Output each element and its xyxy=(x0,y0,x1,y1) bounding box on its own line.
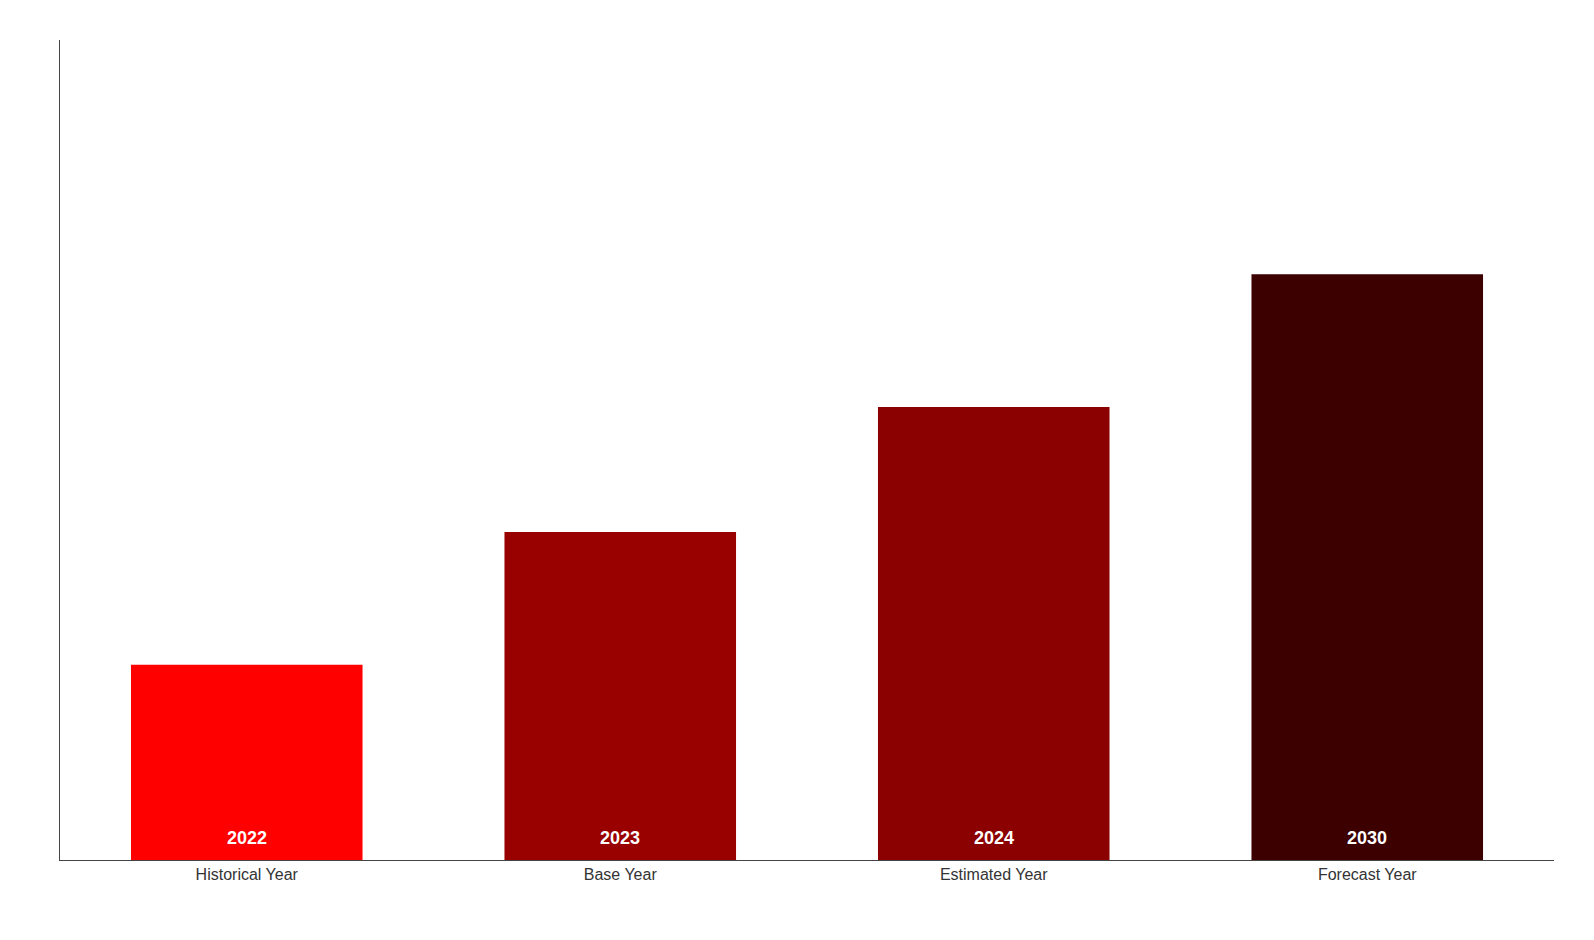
svg-text:2022: 2022 xyxy=(227,828,267,848)
svg-text:2024: 2024 xyxy=(974,828,1014,848)
svg-text:Estimated Year: Estimated Year xyxy=(940,866,1048,883)
svg-text:Base Year: Base Year xyxy=(584,866,658,883)
svg-text:Forecast Year: Forecast Year xyxy=(1318,866,1417,883)
svg-text:2023: 2023 xyxy=(600,828,640,848)
svg-text:Historical Year: Historical Year xyxy=(196,866,299,883)
svg-text:2030: 2030 xyxy=(1347,828,1387,848)
